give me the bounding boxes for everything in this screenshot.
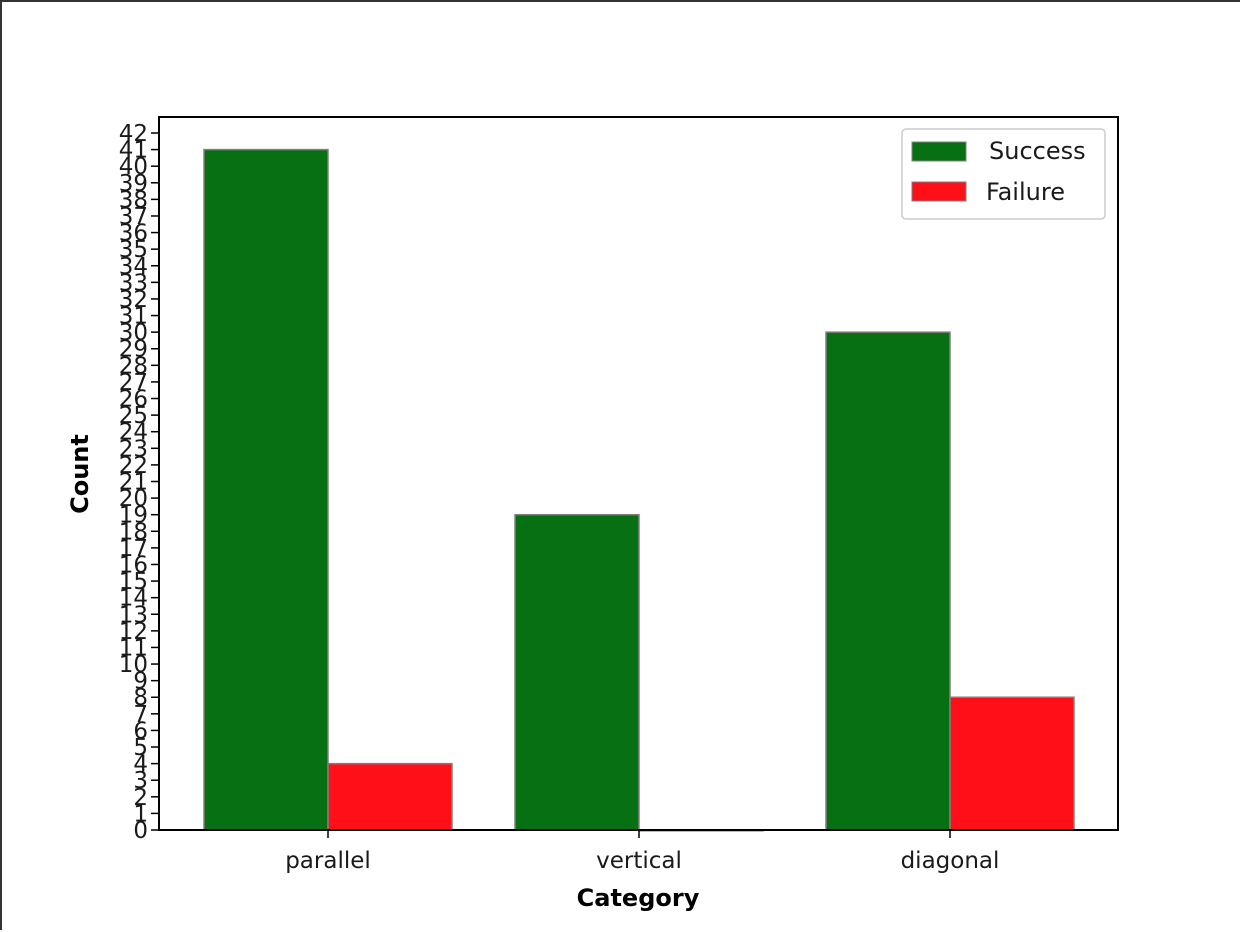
y-tick-label: 36 [119,221,148,247]
y-tick-label: 26 [119,387,148,413]
y-axis-ticks: 0123456789101112131415161718192021222324… [119,121,159,844]
legend-label-success: Success [989,137,1086,165]
y-tick-label: 37 [119,204,148,230]
bar-success-parallel [203,148,329,831]
y-tick-label: 21 [119,470,148,496]
y-tick-label: 3 [133,768,148,794]
bar-failure-parallel [327,762,453,831]
y-tick-label: 22 [119,453,148,479]
legend-swatch-success [911,141,967,162]
y-tick-label: 13 [119,602,148,628]
legend-swatch-failure [911,181,967,202]
y-tick-label: 5 [133,735,148,761]
y-tick-label: 6 [133,718,148,744]
y-tick-label: 41 [119,138,148,164]
y-tick-label: 31 [119,304,148,330]
x-tick-label-diagonal: diagonal [901,848,1000,874]
y-tick-label: 17 [119,536,148,562]
y-tick-label: 29 [119,337,148,363]
bar-success-diagonal [825,331,951,831]
legend-label-failure: Failure [986,178,1065,206]
y-tick-label: 8 [133,685,148,711]
y-tick-label: 11 [119,635,148,661]
y-tick-label: 2 [133,785,148,811]
y-tick-label: 18 [119,519,148,545]
y-tick-label: 32 [119,287,148,313]
y-tick-label: 14 [119,586,148,612]
y-tick-label: 4 [133,752,148,778]
x-axis-title: Category [577,884,700,912]
y-tick-label: 12 [119,619,148,645]
y-tick-label: 42 [119,121,148,147]
bar-success-vertical [514,513,640,831]
y-tick-label: 19 [119,503,148,529]
y-tick-label: 28 [119,353,148,379]
y-tick-label: 15 [119,569,148,595]
y-tick-label: 34 [119,254,148,280]
y-tick-label: 7 [133,702,148,728]
y-tick-label: 9 [133,669,148,695]
x-axis-ticks: parallel vertical diagonal [285,830,999,874]
y-tick-label: 25 [119,403,148,429]
y-tick-label: 20 [119,486,148,512]
legend: Success Failure [901,128,1106,220]
bar-failure-diagonal [949,696,1075,831]
y-tick-label: 30 [119,320,148,346]
y-axis-title: Count [66,434,94,514]
y-tick-label: 23 [119,436,148,462]
y-tick-label: 10 [119,652,148,678]
y-tick-label: 0 [133,818,148,844]
y-tick-label: 24 [119,420,148,446]
y-tick-label: 40 [119,154,148,180]
bars-group [203,148,1075,832]
y-tick-label: 38 [119,187,148,213]
y-tick-label: 16 [119,552,148,578]
x-tick-label-parallel: parallel [285,848,371,874]
y-tick-label: 39 [119,171,148,197]
y-tick-label: 27 [119,370,148,396]
y-tick-label: 33 [119,270,148,296]
x-tick-label-vertical: vertical [596,848,682,874]
y-tick-label: 1 [133,801,148,827]
y-tick-label: 35 [119,237,148,263]
